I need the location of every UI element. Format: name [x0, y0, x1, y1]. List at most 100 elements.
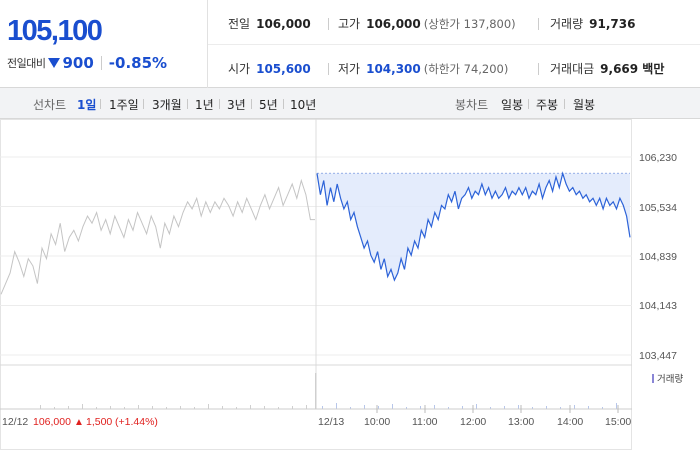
y-tick-label: 105,534 [639, 202, 677, 214]
divider [328, 63, 329, 75]
tab-weekly-candle[interactable]: 주봉 [536, 98, 559, 112]
volume-stat: 거래량 91,736 [550, 15, 635, 32]
divider [100, 56, 102, 70]
tab-1week[interactable]: 1주일 [109, 98, 139, 112]
divider [328, 18, 329, 30]
volume-bar [504, 406, 505, 409]
high-stat: 고가 106,000 (상한가 137,800) [338, 15, 516, 32]
price-summary: 105,100 전일대비 900 -0.85% [0, 0, 208, 88]
volume-bar [588, 406, 589, 409]
volume-bar [152, 406, 153, 409]
divider [187, 99, 188, 109]
volume-bar [448, 407, 449, 409]
volume-label: 거래량 [550, 17, 584, 31]
divider [219, 99, 220, 109]
tab-3year[interactable]: 3년 [227, 98, 246, 112]
divider [283, 99, 284, 109]
prev-close-stat: 전일 106,000 [228, 15, 311, 32]
tab-3month[interactable]: 3개월 [152, 98, 182, 112]
volume-legend: 거래량 [657, 373, 683, 385]
volume-bar [250, 405, 251, 409]
divider [538, 63, 539, 75]
change-row: 전일대비 900 -0.85% [7, 54, 167, 72]
divider [208, 44, 700, 45]
x-tick-label: 11:00 [412, 416, 438, 428]
amount-value: 9,669 백만 [600, 62, 665, 76]
low-label: 저가 [338, 62, 361, 76]
volume-bar [278, 407, 279, 409]
volume-bar [546, 406, 547, 409]
tab-10year[interactable]: 10년 [290, 98, 317, 112]
divider [564, 99, 565, 109]
prev-date-label: 12/12 [2, 416, 28, 428]
up-triangle-icon: ▲ [74, 417, 84, 428]
change-value: 900 [62, 54, 94, 72]
open-label: 시가 [228, 62, 251, 76]
volume-value: 91,736 [589, 17, 636, 31]
today-line [316, 171, 631, 282]
x-tick-labels: 10:00 11:00 12:00 13:00 14:00 15:00 [364, 416, 631, 428]
x-ticks [376, 405, 619, 413]
tab-monthly-candle[interactable]: 월봉 [573, 98, 596, 112]
volume-bar [96, 407, 97, 409]
quote-panel: 105,100 전일대비 900 -0.85% 전일 106,000 고가 10… [0, 0, 700, 88]
upper-limit: (상한가 137,800) [423, 17, 516, 31]
volume-legend-swatch [652, 374, 654, 383]
x-tick-label: 13:00 [508, 416, 534, 428]
change-label: 전일대비 [7, 57, 46, 70]
volume-bar [194, 407, 195, 409]
volume-bar [208, 404, 209, 409]
volume-bar [40, 405, 41, 409]
today-area-fill [317, 173, 630, 281]
volume-bar [392, 404, 393, 409]
price-chart[interactable]: 106,230 105,534 104,839 104,143 103,447 … [0, 119, 700, 450]
line-chart-label: 선차트 [33, 98, 67, 112]
volume-bar [616, 403, 617, 409]
volume-bar [82, 404, 83, 409]
prev-day-line [0, 178, 315, 295]
y-tick-label: 104,143 [639, 300, 677, 312]
tab-1day[interactable]: 1일 [77, 98, 97, 112]
volume-bar [322, 406, 323, 409]
volume-bars [40, 373, 617, 409]
volume-bar [420, 406, 421, 409]
tab-1year[interactable]: 1년 [195, 98, 214, 112]
volume-bar [602, 407, 603, 409]
divider [143, 99, 144, 109]
low-stat: 저가 104,300 (하한가 74,200) [338, 60, 508, 77]
volume-bar [236, 407, 237, 409]
volume-bar [222, 406, 223, 409]
prev-change-pct: (+1.44%) [115, 416, 158, 428]
y-tick-label: 106,230 [639, 152, 677, 164]
prev-close-label: 106,000 [33, 416, 71, 428]
open-value: 105,600 [256, 62, 311, 76]
prev-close-label: 전일 [228, 17, 251, 31]
tab-daily-candle[interactable]: 일봉 [501, 98, 524, 112]
volume-bar [490, 407, 491, 409]
volume-bar [364, 405, 365, 409]
volume-bar [350, 407, 351, 409]
volume-bar [306, 405, 307, 409]
y-tick-label: 103,447 [639, 350, 677, 362]
volume-bar [434, 405, 435, 409]
lower-limit: (하한가 74,200) [423, 62, 509, 76]
volume-bar [462, 406, 463, 409]
volume-bar [138, 405, 139, 409]
volume-bar [518, 405, 519, 409]
y-tick-label: 104,839 [639, 251, 677, 263]
x-tick-label: 10:00 [364, 416, 390, 428]
prev-change-label: 1,500 [86, 416, 112, 428]
volume-bar [110, 406, 111, 409]
volume-bar [532, 407, 533, 409]
volume-bar [336, 403, 337, 409]
change-percent: -0.85% [108, 54, 168, 72]
down-triangle-icon [48, 58, 61, 68]
tab-5year[interactable]: 5년 [259, 98, 278, 112]
divider [538, 18, 539, 30]
divider [100, 99, 101, 109]
x-tick-label: 15:00 [605, 416, 631, 428]
divider [528, 99, 529, 109]
volume-bar [54, 407, 55, 409]
divider [251, 99, 252, 109]
volume-bar [124, 407, 125, 409]
